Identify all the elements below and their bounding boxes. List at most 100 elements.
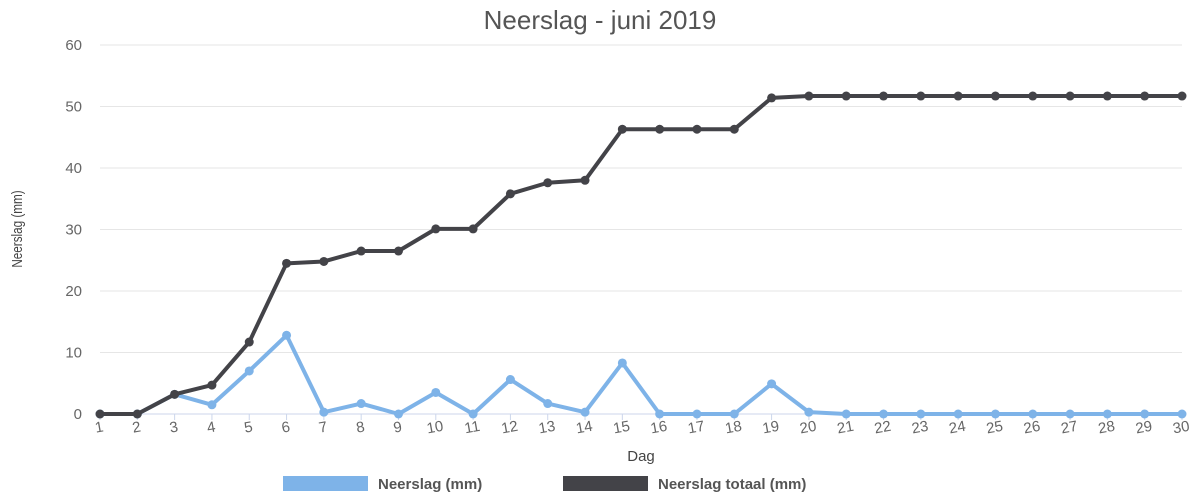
data-point: [170, 389, 180, 399]
data-point: [804, 407, 814, 417]
data-point: [1177, 409, 1187, 419]
data-point: [1140, 409, 1150, 419]
x-tick-label: 13: [537, 418, 556, 438]
data-point: [990, 409, 1000, 419]
y-axis-ticks: 0 10 20 30 40 50 60: [65, 37, 82, 423]
data-point: [1140, 91, 1150, 101]
data-point: [580, 175, 590, 185]
data-point: [1177, 91, 1187, 101]
x-tick-label: 8: [355, 418, 366, 436]
x-tick-label: 10: [425, 418, 444, 438]
x-tick-label: 3: [168, 418, 179, 436]
data-point: [244, 337, 254, 347]
data-point: [132, 409, 142, 419]
data-point: [841, 91, 851, 101]
data-point: [729, 409, 739, 419]
y-tick-label: 40: [65, 160, 82, 177]
x-tick-label: 15: [612, 418, 631, 438]
x-tick-label: 28: [1097, 418, 1116, 438]
data-point: [431, 224, 441, 234]
data-point: [1065, 409, 1075, 419]
data-point: [879, 91, 889, 101]
data-point: [617, 124, 627, 134]
y-tick-label: 30: [65, 222, 82, 239]
data-point: [916, 91, 926, 101]
x-tick-label: 30: [1172, 418, 1191, 438]
data-point: [244, 366, 254, 376]
data-point: [879, 409, 889, 419]
x-tick-label: 19: [761, 418, 780, 438]
data-point: [841, 409, 851, 419]
x-tick-label: 5: [243, 418, 254, 436]
legend-label: Neerslag (mm): [378, 476, 482, 493]
data-point: [767, 93, 777, 103]
x-tick-label: 18: [724, 418, 743, 438]
data-point: [505, 189, 515, 199]
y-axis-label: Neerslag (mm): [9, 190, 26, 267]
legend: Neerslag (mm) Neerslag totaal (mm): [283, 476, 806, 493]
x-tick-label: 22: [873, 418, 892, 438]
y-tick-label: 50: [65, 99, 82, 116]
data-point: [953, 409, 963, 419]
x-tick-label: 6: [280, 418, 291, 436]
x-axis-label: Dag: [627, 448, 655, 465]
data-point: [543, 178, 553, 188]
data-point: [692, 409, 702, 419]
x-tick-label: 20: [798, 418, 817, 438]
data-point: [990, 91, 1000, 101]
data-point: [953, 91, 963, 101]
x-tick-label: 7: [317, 418, 328, 436]
data-point: [767, 379, 777, 389]
data-point: [729, 124, 739, 134]
x-tick-label: 26: [1022, 418, 1041, 438]
x-tick-label: 14: [575, 418, 594, 438]
x-tick-label: 11: [463, 418, 481, 437]
data-point: [804, 91, 814, 101]
data-point: [580, 407, 590, 417]
data-point: [655, 409, 665, 419]
data-point: [1102, 91, 1112, 101]
series-2: [95, 91, 1187, 419]
data-point: [282, 330, 292, 340]
legend-swatch: [283, 476, 368, 491]
chart-title: Neerslag - juni 2019: [484, 5, 717, 35]
data-point: [468, 409, 478, 419]
y-tick-label: 0: [74, 406, 82, 423]
data-point: [393, 246, 403, 256]
x-tick-label: 1: [94, 418, 105, 436]
data-point: [356, 246, 366, 256]
gridlines: [100, 44, 1182, 353]
data-point: [431, 387, 441, 397]
x-tick-label: 23: [910, 418, 929, 438]
x-tick-label: 27: [1060, 418, 1079, 438]
x-axis-ticks: 1 2 3 4 5 6 7 8 9 10 11 12 13 14 15 16 17 18 19 20 21 22 23 24 2…: [94, 414, 1191, 437]
data-point: [1065, 91, 1075, 101]
x-tick-label: 24: [948, 418, 967, 438]
data-point: [393, 409, 403, 419]
data-point: [1102, 409, 1112, 419]
x-tick-label: 12: [500, 418, 519, 438]
y-tick-label: 20: [65, 283, 82, 300]
x-tick-label: 16: [649, 418, 668, 438]
x-tick-label: 17: [686, 418, 705, 438]
data-point: [543, 399, 553, 409]
data-point: [95, 409, 105, 419]
y-tick-label: 60: [65, 37, 82, 54]
x-tick-label: 2: [131, 418, 142, 436]
legend-swatch: [563, 476, 648, 491]
x-tick-label: 25: [985, 418, 1004, 438]
legend-label: Neerslag totaal (mm): [658, 476, 806, 493]
data-point: [505, 375, 515, 385]
x-tick-label: 29: [1134, 418, 1153, 438]
data-point: [468, 224, 478, 234]
x-tick-label: 4: [206, 418, 217, 436]
x-tick-label: 9: [392, 418, 403, 436]
data-point: [207, 380, 217, 390]
data-point: [1028, 409, 1038, 419]
series-line: [98, 333, 1184, 416]
data-point: [916, 409, 926, 419]
data-point: [356, 399, 366, 409]
data-point: [617, 358, 627, 368]
data-point: [319, 256, 329, 266]
